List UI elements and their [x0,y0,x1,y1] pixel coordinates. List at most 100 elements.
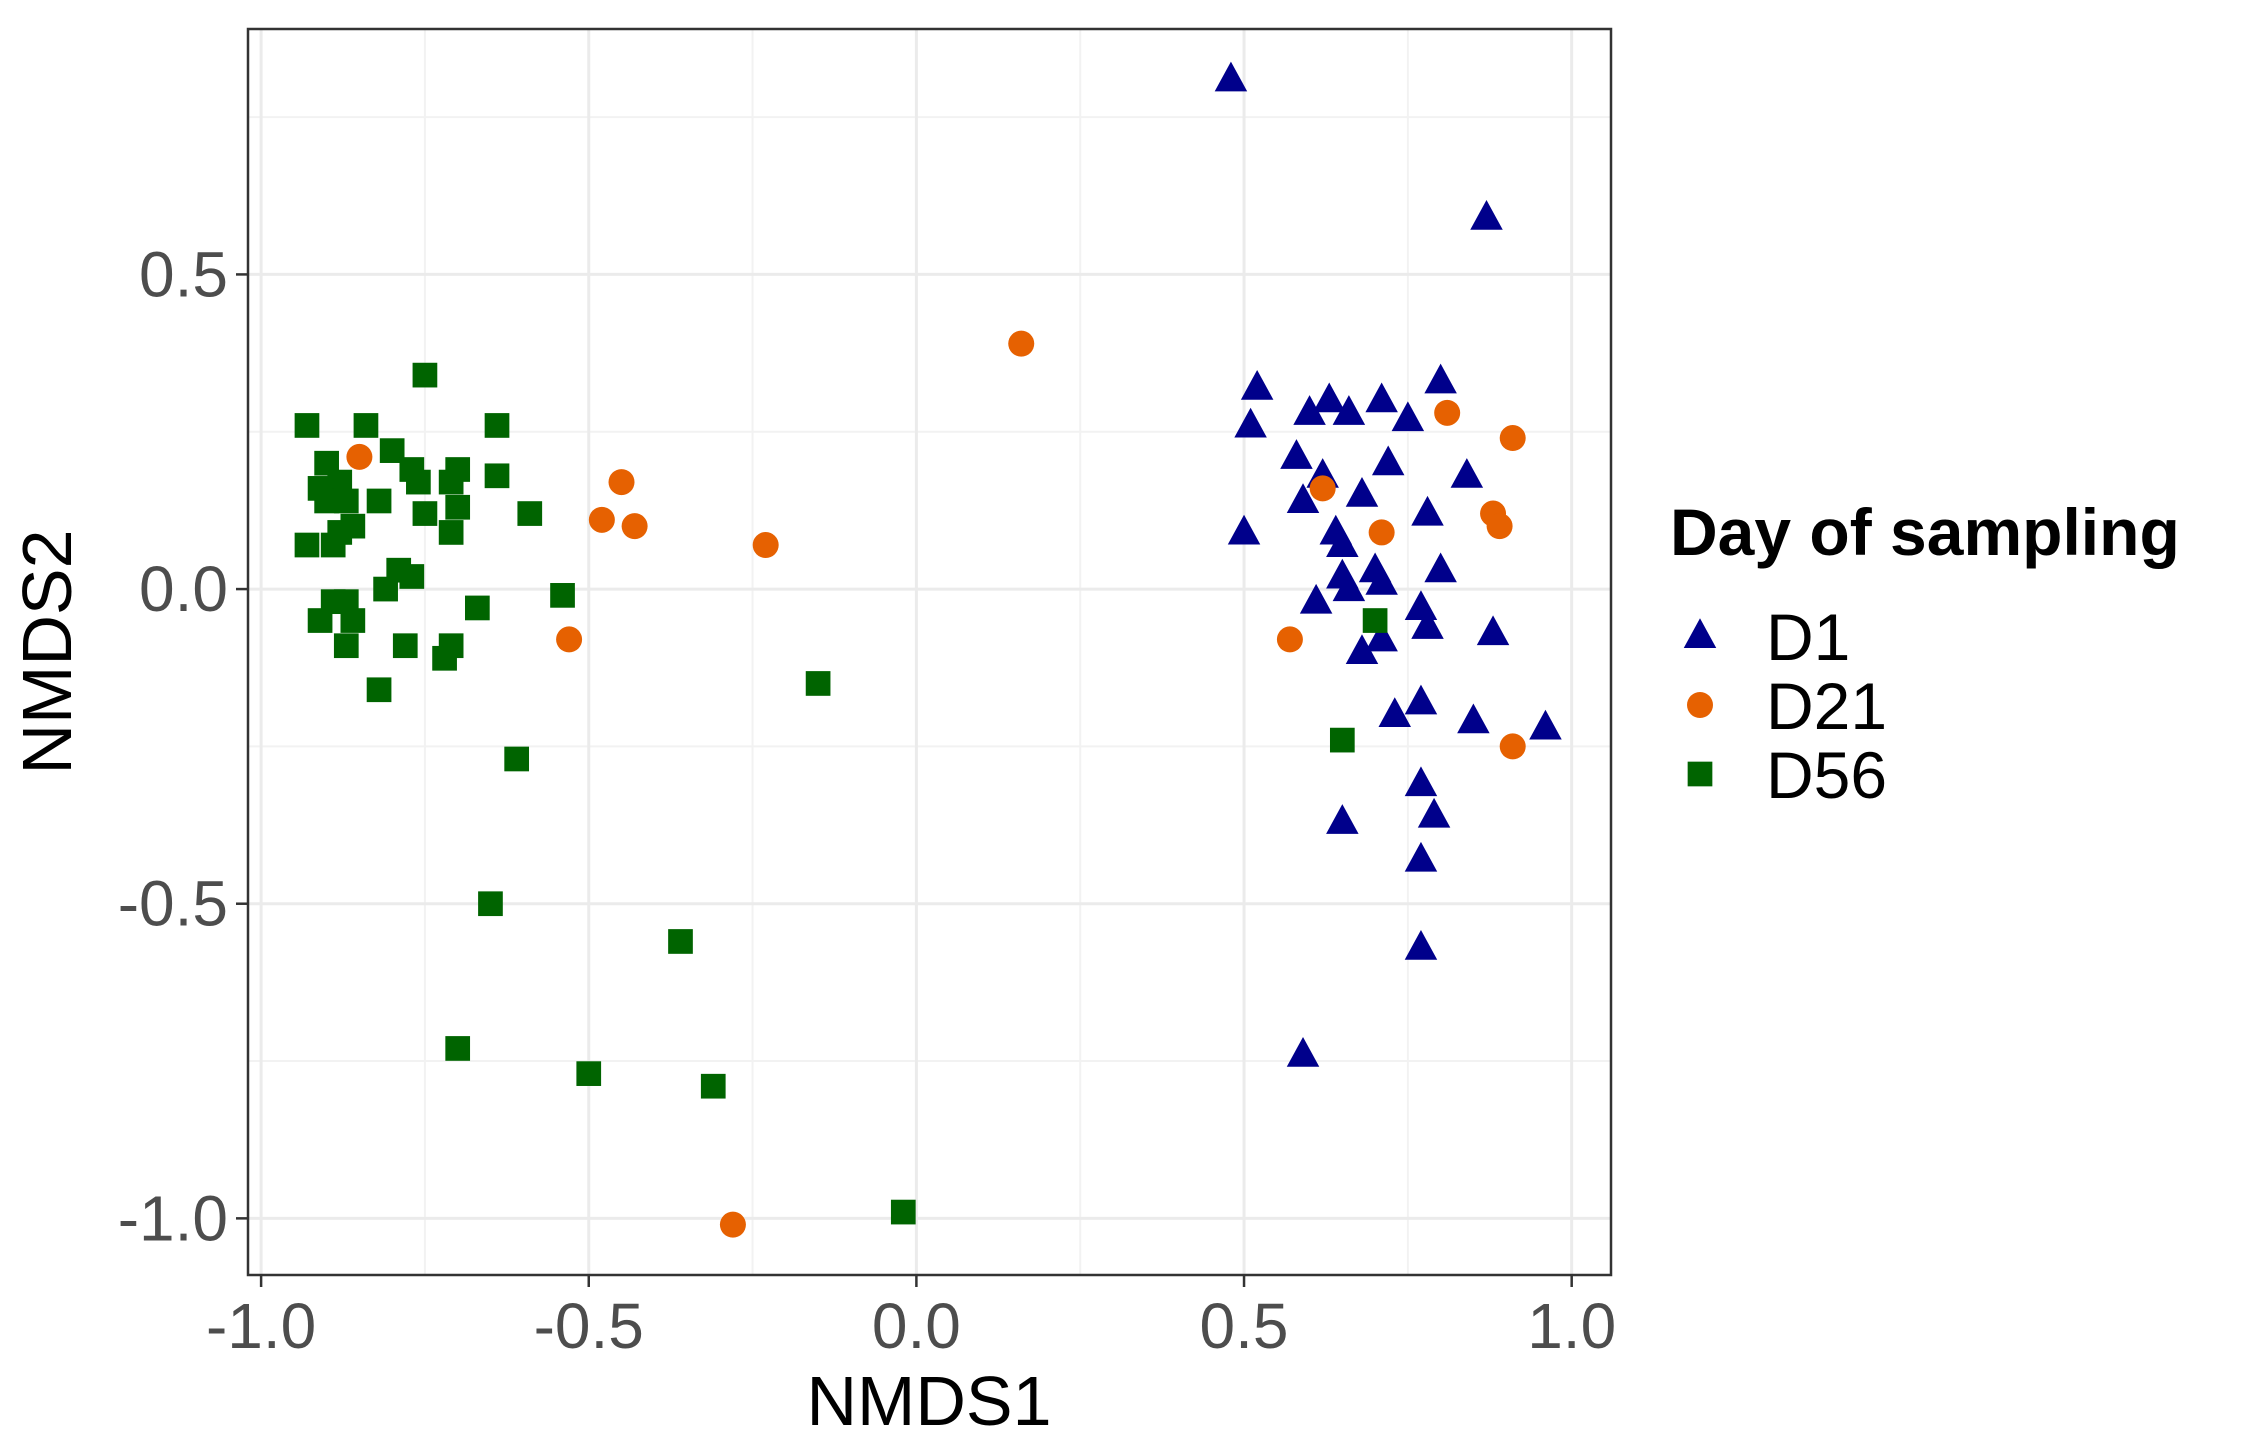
point-D21 [1499,425,1526,452]
point-D21 [1276,626,1303,653]
y-tick-label: 0.0 [139,553,228,625]
point-D1 [1286,483,1320,513]
point-D1 [1417,797,1451,828]
point-D56 [294,532,320,558]
point-D21 [719,1211,746,1238]
point-D1 [1312,382,1346,413]
legend-label-D1: D1 [1766,600,1850,674]
point-D1 [1326,527,1359,558]
point-D1 [1293,395,1326,425]
point-D1 [1470,200,1503,230]
point-D21 [1499,733,1526,760]
point-D56 [890,1199,916,1225]
point-D1 [1332,395,1366,425]
point-D1 [1404,766,1438,797]
point-D56 [438,520,464,545]
point-D56 [333,633,359,659]
y-axis-title: NMDS2 [8,529,86,774]
point-D1 [1529,709,1562,740]
point-D56 [465,595,490,621]
point-D1 [1450,458,1484,488]
point-D1 [1280,439,1313,469]
point-D56 [412,501,438,526]
point-D1 [1457,703,1490,734]
legend-key-D1 [1683,618,1717,649]
point-D56 [550,583,575,608]
point-D56 [340,608,366,633]
x-tick-label: 0.0 [872,1290,961,1362]
point-D1 [1345,476,1379,507]
point-D21 [608,469,635,496]
x-tick-label: -1.0 [206,1290,316,1362]
point-D56 [576,1061,602,1086]
point-D21 [1008,330,1035,357]
point-D1 [1411,609,1444,639]
point-D1 [1391,401,1425,432]
x-axis-ticks: -1.0 -0.5 0.0 0.5 1.0 [206,1275,1616,1362]
point-D1 [1365,565,1398,595]
x-axis-title: NMDS1 [806,1362,1051,1440]
legend-label-D56: D56 [1766,738,1887,812]
point-D56 [478,891,503,917]
point-D56 [438,469,464,495]
y-tick-label: -0.5 [118,868,228,940]
grid-minor [248,29,1611,1275]
point-D1 [1299,583,1333,614]
point-D56 [504,746,530,772]
point-D1 [1404,841,1438,872]
point-D1 [1326,804,1359,834]
point-D21 [1309,475,1336,502]
point-D56 [366,677,392,703]
point-D56 [392,633,418,659]
point-D1 [1214,61,1248,92]
point-D21 [1486,513,1513,540]
point-D56 [517,501,543,526]
point-D56 [399,564,425,589]
data-points [294,61,1562,1238]
point-D1 [1404,930,1438,960]
point-D1 [1371,445,1405,476]
point-D1 [1365,382,1398,413]
point-D1 [1411,495,1444,526]
y-tick-label: -1.0 [118,1182,228,1254]
point-D21 [588,506,615,533]
legend-key-D56 [1687,761,1713,787]
point-D56 [668,929,693,954]
point-D56 [307,608,333,633]
point-D56 [406,469,431,495]
point-D56 [320,532,346,558]
point-D1 [1476,615,1510,646]
point-D56 [484,463,510,489]
legend-title: Day of sampling [1670,495,2180,569]
point-D56 [484,413,510,438]
point-D56 [700,1073,726,1099]
point-D1 [1378,697,1412,727]
point-D56 [445,1036,471,1061]
point-D56 [445,494,471,520]
point-D1 [1234,407,1267,438]
series-D56 [294,362,1388,1225]
point-D1 [1286,1037,1320,1067]
point-D56 [1362,608,1388,633]
point-D56 [805,671,831,696]
point-D56 [353,413,379,438]
legend-key-D21 [1687,692,1713,718]
point-D56 [412,362,438,388]
point-D56 [366,488,392,514]
plot-panel-border [246,27,1613,1277]
x-tick-label: 0.5 [1200,1290,1289,1362]
point-D21 [556,626,583,653]
point-D1 [1345,634,1379,665]
y-tick-label: 0.5 [139,238,228,310]
point-D1 [1332,571,1366,602]
point-D1 [1424,363,1457,394]
legend-label-D21: D21 [1766,669,1887,743]
point-D1 [1240,369,1274,400]
point-D21 [1368,519,1395,546]
point-D21 [1434,399,1461,426]
point-D21 [346,443,373,470]
point-D1 [1365,621,1398,652]
